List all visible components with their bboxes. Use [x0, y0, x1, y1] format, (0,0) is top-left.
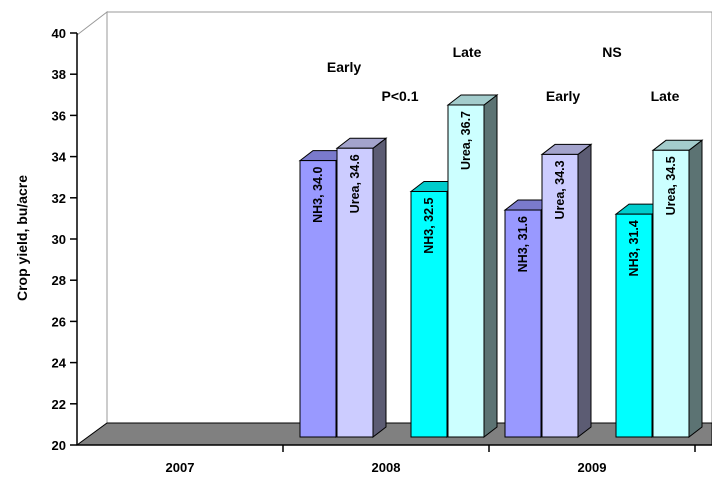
bar-front-face	[299, 160, 337, 438]
y-tick-label: 30	[52, 232, 66, 247]
bar-side-face	[688, 139, 703, 439]
y-tick-label: 36	[52, 108, 66, 123]
annotation-label: Late	[453, 44, 482, 60]
bar-side-face	[372, 137, 387, 439]
annotations: Early Late P<0.1 NS Early Late	[327, 44, 680, 104]
bar-value-label: Urea, 34.6	[348, 154, 362, 213]
bar-2008-late-urea: Urea, 36.7	[446, 93, 499, 439]
bar-2009-early-urea: Urea, 34.3	[540, 143, 593, 439]
bar-value-label: Urea, 34.5	[664, 156, 678, 215]
bar-front-face	[652, 149, 690, 438]
bars: NH3, 34.0 Urea, 34.6 NH3, 32.5 Urea, 36.7 NH…	[298, 93, 704, 439]
annotation-label: Late	[651, 88, 680, 104]
bar-value-label: NH3, 32.5	[422, 197, 436, 253]
bar-value-label: NH3, 31.4	[627, 220, 641, 276]
x-tick-label: 2007	[166, 460, 195, 475]
bar-front-face	[447, 104, 485, 438]
bar-front-face	[410, 191, 448, 438]
x-tick-label: 2009	[578, 460, 607, 475]
annotation-label: Early	[327, 59, 361, 75]
y-tick-label: 32	[52, 191, 66, 206]
bar-value-label: Urea, 36.7	[459, 111, 473, 170]
bar-2009-late-urea: Urea, 34.5	[651, 139, 704, 439]
bar-value-label: NH3, 34.0	[311, 167, 325, 223]
bar-value-label: Urea, 34.3	[553, 160, 567, 219]
bar-2008-early-urea: Urea, 34.6	[335, 137, 388, 439]
y-tick-label: 24	[52, 356, 67, 371]
y-tick-label: 28	[52, 273, 66, 288]
x-tick-label: 2008	[372, 460, 401, 475]
bar-value-label: NH3, 31.6	[516, 216, 530, 272]
x-ticks: 2007 2008 2009	[166, 445, 696, 475]
annotation-label: P<0.1	[382, 88, 419, 104]
y-tick-label: 22	[52, 397, 66, 412]
y-tick-label: 20	[52, 438, 66, 453]
bar-side-face	[483, 93, 498, 439]
bar-front-face	[541, 153, 579, 438]
side-wall	[76, 10, 108, 446]
y-axis-label: Crop yield, bu/acre	[14, 175, 30, 301]
annotation-label: NS	[602, 44, 621, 60]
bar-front-face	[504, 209, 542, 438]
bar-side-face	[577, 143, 592, 439]
y-tick-label: 38	[52, 67, 66, 82]
annotation-label: Early	[546, 88, 580, 104]
y-tick-label: 34	[52, 150, 67, 165]
bar-front-face	[336, 147, 374, 438]
bar-front-face	[615, 213, 653, 438]
y-ticks: 20 22 24 26 28 30 32 34 36 38 40	[52, 26, 77, 453]
y-tick-label: 26	[52, 314, 66, 329]
y-tick-label: 40	[52, 26, 66, 41]
